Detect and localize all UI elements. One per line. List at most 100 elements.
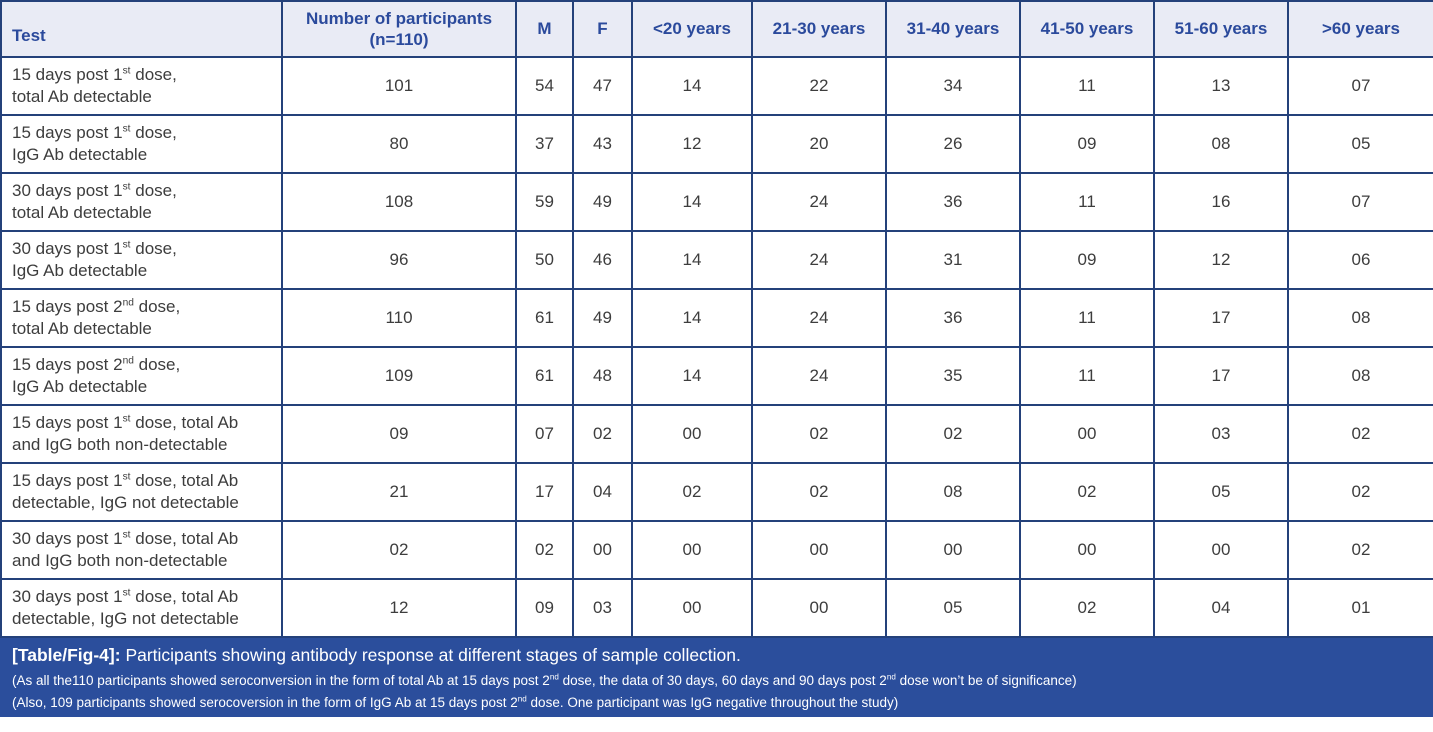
value-cell: 02 bbox=[631, 462, 753, 522]
value-cell: 11 bbox=[1019, 172, 1155, 232]
value-cell: 34 bbox=[885, 56, 1021, 116]
value-cell: 00 bbox=[1153, 520, 1289, 580]
column-header: 31-40 years bbox=[885, 0, 1021, 58]
value-cell: 24 bbox=[751, 346, 887, 406]
value-cell: 35 bbox=[885, 346, 1021, 406]
table-row: 15 days post 2nd dose, IgG Ab detectable 1… bbox=[0, 346, 1433, 406]
table-row: 15 days post 1st dose, IgG Ab detectable 8… bbox=[0, 114, 1433, 174]
value-cell: 24 bbox=[751, 172, 887, 232]
value-cell: 00 bbox=[631, 404, 753, 464]
value-cell: 01 bbox=[1287, 578, 1433, 638]
value-cell: 31 bbox=[885, 230, 1021, 290]
value-cell: 11 bbox=[1019, 288, 1155, 348]
value-cell: 05 bbox=[885, 578, 1021, 638]
value-cell: 24 bbox=[751, 288, 887, 348]
value-cell: 48 bbox=[572, 346, 633, 406]
caption-title: Participants showing antibody response a… bbox=[125, 645, 741, 665]
value-cell: 61 bbox=[515, 288, 574, 348]
value-cell: 00 bbox=[751, 520, 887, 580]
value-cell: 02 bbox=[1019, 462, 1155, 522]
value-cell: 07 bbox=[515, 404, 574, 464]
value-cell: 17 bbox=[1153, 346, 1289, 406]
table-row: 15 days post 1st dose, total Ab detectabl… bbox=[0, 56, 1433, 116]
test-label-cell: 15 days post 2nd dose, IgG Ab detectable bbox=[0, 346, 283, 406]
value-cell: 07 bbox=[1287, 56, 1433, 116]
value-cell: 11 bbox=[1019, 346, 1155, 406]
test-label-cell: 15 days post 1st dose, total Ab detectabl… bbox=[0, 56, 283, 116]
column-header: 41-50 years bbox=[1019, 0, 1155, 58]
value-cell: 54 bbox=[515, 56, 574, 116]
value-cell: 12 bbox=[631, 114, 753, 174]
value-cell: 80 bbox=[281, 114, 517, 174]
value-cell: 08 bbox=[1287, 288, 1433, 348]
value-cell: 02 bbox=[1287, 520, 1433, 580]
value-cell: 110 bbox=[281, 288, 517, 348]
column-header: 51-60 years bbox=[1153, 0, 1289, 58]
test-label-cell: 15 days post 1st dose, IgG Ab detectable bbox=[0, 114, 283, 174]
value-cell: 04 bbox=[1153, 578, 1289, 638]
value-cell: 49 bbox=[572, 172, 633, 232]
value-cell: 02 bbox=[1287, 462, 1433, 522]
table-row: 30 days post 1st dose, total Ab and IgG b… bbox=[0, 520, 1433, 580]
value-cell: 59 bbox=[515, 172, 574, 232]
column-header: 21-30 years bbox=[751, 0, 887, 58]
value-cell: 02 bbox=[515, 520, 574, 580]
value-cell: 24 bbox=[751, 230, 887, 290]
test-label-cell: 30 days post 1st dose, total Ab detectabl… bbox=[0, 578, 283, 638]
value-cell: 14 bbox=[631, 346, 753, 406]
value-cell: 09 bbox=[1019, 114, 1155, 174]
column-header-test: Test bbox=[0, 0, 283, 58]
value-cell: 17 bbox=[1153, 288, 1289, 348]
value-cell: 12 bbox=[281, 578, 517, 638]
caption-line: [Table/Fig-4]: Participants showing anti… bbox=[12, 645, 1421, 666]
value-cell: 05 bbox=[1153, 462, 1289, 522]
value-cell: 00 bbox=[1019, 520, 1155, 580]
value-cell: 00 bbox=[885, 520, 1021, 580]
header-row: Test Number of participants (n=110) M F <20 … bbox=[0, 0, 1433, 58]
value-cell: 09 bbox=[1019, 230, 1155, 290]
column-header: Number of participants (n=110) bbox=[281, 0, 517, 58]
value-cell: 02 bbox=[751, 404, 887, 464]
data-table: Test Number of participants (n=110) M F <20 … bbox=[0, 0, 1433, 638]
column-header: >60 years bbox=[1287, 0, 1433, 58]
value-cell: 02 bbox=[751, 462, 887, 522]
value-cell: 00 bbox=[631, 578, 753, 638]
value-cell: 08 bbox=[885, 462, 1021, 522]
value-cell: 47 bbox=[572, 56, 633, 116]
value-cell: 00 bbox=[572, 520, 633, 580]
value-cell: 03 bbox=[1153, 404, 1289, 464]
caption-label: [Table/Fig-4]: bbox=[12, 645, 121, 665]
value-cell: 03 bbox=[572, 578, 633, 638]
value-cell: 00 bbox=[631, 520, 753, 580]
value-cell: 09 bbox=[515, 578, 574, 638]
column-header: F bbox=[572, 0, 633, 58]
value-cell: 50 bbox=[515, 230, 574, 290]
test-label-cell: 15 days post 2nd dose, total Ab detectabl… bbox=[0, 288, 283, 348]
value-cell: 06 bbox=[1287, 230, 1433, 290]
table-row: 30 days post 1st dose, total Ab detectabl… bbox=[0, 172, 1433, 232]
column-header: M bbox=[515, 0, 574, 58]
value-cell: 43 bbox=[572, 114, 633, 174]
value-cell: 61 bbox=[515, 346, 574, 406]
value-cell: 04 bbox=[572, 462, 633, 522]
value-cell: 12 bbox=[1153, 230, 1289, 290]
table-row: 15 days post 2nd dose, total Ab detectabl… bbox=[0, 288, 1433, 348]
value-cell: 36 bbox=[885, 288, 1021, 348]
value-cell: 37 bbox=[515, 114, 574, 174]
value-cell: 00 bbox=[1019, 404, 1155, 464]
table-row: 15 days post 1st dose, total Ab and IgG b… bbox=[0, 404, 1433, 464]
value-cell: 11 bbox=[1019, 56, 1155, 116]
value-cell: 02 bbox=[281, 520, 517, 580]
column-header: <20 years bbox=[631, 0, 753, 58]
value-cell: 22 bbox=[751, 56, 887, 116]
value-cell: 02 bbox=[1287, 404, 1433, 464]
test-label-cell: 15 days post 1st dose, total Ab detectabl… bbox=[0, 462, 283, 522]
value-cell: 13 bbox=[1153, 56, 1289, 116]
value-cell: 108 bbox=[281, 172, 517, 232]
value-cell: 46 bbox=[572, 230, 633, 290]
value-cell: 101 bbox=[281, 56, 517, 116]
value-cell: 21 bbox=[281, 462, 517, 522]
value-cell: 14 bbox=[631, 56, 753, 116]
caption: [Table/Fig-4]: Participants showing anti… bbox=[0, 638, 1433, 717]
